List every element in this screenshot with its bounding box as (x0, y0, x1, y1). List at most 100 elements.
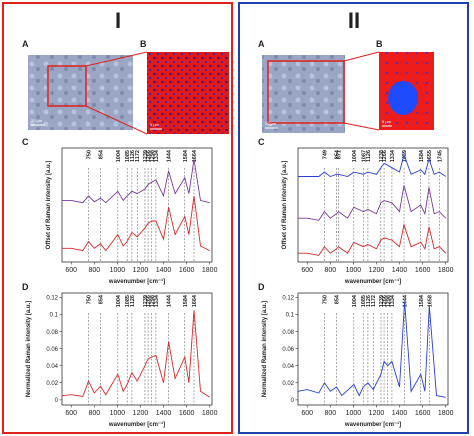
y-tick-label: 0.06 (282, 347, 294, 353)
peak-label: 1266 (382, 295, 388, 307)
peak-label: 1126 (366, 150, 372, 162)
peak-label: 1266 (146, 150, 152, 162)
peak-label: 750 (323, 295, 329, 304)
micrograph (262, 55, 345, 133)
x-tick-label: 1200 (133, 410, 149, 417)
y-tick-label: 0.02 (46, 381, 58, 387)
peak-label: 1584 (419, 294, 425, 307)
panel-letter: B (376, 39, 383, 49)
peak-label: 1444 (167, 149, 173, 162)
peak-label: 1334 (390, 294, 396, 307)
peak-label: 1085 (361, 295, 367, 307)
peak-label: 1085 (125, 150, 131, 162)
zoom-line (343, 51, 380, 62)
spectrum (298, 185, 447, 221)
peak-label: 1584 (183, 149, 189, 162)
spectrum (62, 195, 210, 252)
plot-frame (61, 292, 213, 406)
spectrum (61, 310, 210, 398)
y-tick-label: 0.04 (46, 364, 58, 370)
y-tick-label: 0.1 (286, 313, 295, 319)
peak-label: 1439 (402, 150, 408, 162)
y-tick-label: 0.1 (50, 313, 59, 319)
x-tick-label: 1400 (392, 410, 408, 417)
x-tick-label: 1600 (415, 410, 431, 417)
panel-title: II (348, 8, 360, 33)
x-tick-label: 600 (301, 410, 313, 417)
panel-letter: A (22, 39, 29, 49)
plot-frame (297, 147, 449, 263)
peak-label: 1239 (379, 295, 385, 307)
panel-letter: C (258, 137, 265, 147)
peak-label: 1004 (116, 294, 122, 307)
peak-label: 871 (337, 150, 343, 159)
peak-label: 1664 (192, 149, 198, 162)
y-axis-title: Offset of Raman intensity [a.u.] (46, 161, 52, 250)
x-tick-label: 1400 (156, 267, 172, 274)
peak-label: 1444 (403, 294, 409, 307)
peak-label: 1745 (437, 150, 443, 162)
x-tick-label: 1600 (415, 267, 431, 274)
y-axis-title: Normalized Raman intensity [a.u.] (262, 301, 268, 397)
peak-label: 1655 (427, 150, 433, 162)
zoom-line (343, 122, 380, 131)
peak-label: 1004 (116, 149, 122, 162)
peak-label: 1298 (150, 150, 156, 162)
x-tick-label: 1800 (438, 267, 454, 274)
y-tick-label: 0.12 (46, 296, 58, 302)
x-tick-label: 1600 (179, 410, 195, 417)
x-tick-label: 1200 (133, 267, 149, 274)
x-tick-label: 1200 (369, 410, 385, 417)
scale-label: 5 µm (150, 122, 160, 127)
scale-label: 20 µm (265, 121, 277, 126)
plot-frame (61, 147, 213, 263)
zoom-line (85, 105, 148, 135)
y-tick-label: 0 (291, 398, 295, 404)
peak-label: 1238 (379, 150, 385, 162)
zoom-box (47, 65, 87, 107)
peak-label: 1298 (150, 295, 156, 307)
peak-label: 750 (87, 295, 93, 304)
x-tick-label: 1400 (156, 410, 172, 417)
y-tick-label: 0.08 (282, 330, 294, 336)
x-tick-label: 600 (65, 267, 77, 274)
panel-letter: B (140, 39, 147, 49)
panel-title: I (115, 8, 121, 33)
y-axis-title: Offset of Raman intensity [a.u.] (282, 161, 288, 250)
peak-label: 1087 (361, 150, 367, 162)
panel-frame (238, 2, 469, 434)
scale-label: 20 µm (31, 118, 43, 123)
peak-label: 1266 (382, 150, 388, 162)
panel-letter: A (258, 39, 265, 49)
x-tick-label: 600 (301, 267, 313, 274)
y-tick-label: 0.12 (282, 296, 294, 302)
x-tick-label: 1200 (369, 267, 385, 274)
x-axis-title: wavenumber [cm⁻¹] (108, 421, 165, 428)
y-tick-label: 0 (55, 398, 59, 404)
peak-label: 1239 (143, 150, 149, 162)
x-tick-label: 1400 (392, 267, 408, 274)
y-tick-label: 0.08 (46, 330, 58, 336)
peak-label: 1444 (167, 294, 173, 307)
zoom-box (267, 60, 345, 124)
panel-letter: D (22, 282, 29, 292)
peak-label: 1126 (366, 295, 372, 307)
peak-label: 749 (322, 150, 328, 159)
x-tick-label: 1800 (202, 267, 218, 274)
y-tick-label: 0.04 (282, 364, 294, 370)
peak-label: 1298 (386, 295, 392, 307)
x-tick-label: 1000 (110, 267, 126, 274)
x-tick-label: 800 (324, 267, 336, 274)
x-axis-title: wavenumber [cm⁻¹] (108, 278, 165, 285)
x-tick-label: 800 (88, 410, 100, 417)
panel-frame (2, 2, 233, 434)
peak-label: 1126 (130, 295, 136, 307)
peak-label: 1239 (143, 295, 149, 307)
peak-label: 854 (335, 294, 341, 304)
peak-label: 1334 (154, 294, 160, 307)
zoom-line (85, 51, 148, 67)
panel-letter: C (22, 137, 29, 147)
peak-label: 1004 (352, 149, 358, 162)
peak-label: 1658 (427, 295, 433, 307)
